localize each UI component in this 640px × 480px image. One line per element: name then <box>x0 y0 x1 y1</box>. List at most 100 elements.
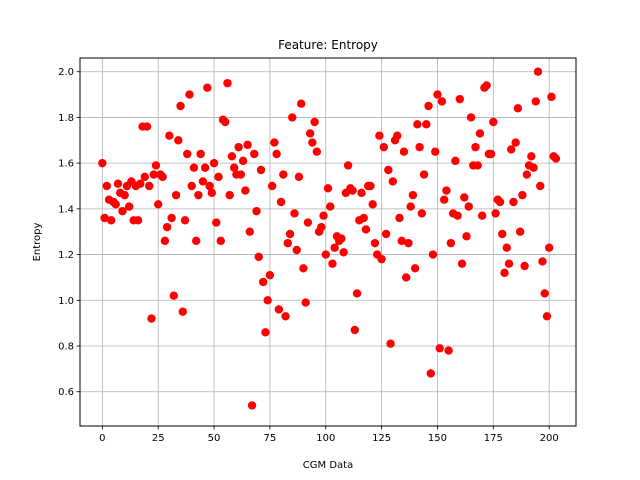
data-point <box>279 170 288 179</box>
x-tick-label: 75 <box>264 433 277 444</box>
data-point <box>520 261 529 271</box>
x-axis-label: CGM Data <box>303 460 353 471</box>
data-point <box>529 163 538 172</box>
data-point <box>292 245 301 255</box>
data-point <box>370 238 380 248</box>
data-point <box>107 216 116 225</box>
data-point <box>502 243 511 252</box>
data-point <box>265 270 275 280</box>
data-point <box>509 197 518 207</box>
data-point <box>388 177 397 186</box>
data-point <box>507 145 516 154</box>
data-point <box>227 152 237 161</box>
data-point <box>223 78 232 88</box>
y-axis-label: Entropy <box>32 222 43 261</box>
data-point <box>259 277 268 287</box>
y-axis-ticks: 0.6 0.8 1.0 1.2 1.4 1.6 1.8 2.0 <box>58 67 80 398</box>
data-point <box>410 264 420 273</box>
data-point <box>276 197 286 207</box>
data-point <box>426 369 435 378</box>
chart-title: Feature: Entropy <box>278 38 378 52</box>
data-point <box>167 213 176 223</box>
data-point <box>433 90 442 99</box>
data-point <box>256 165 266 175</box>
data-point <box>401 273 411 282</box>
x-tick-label: 175 <box>484 433 503 444</box>
data-point <box>165 131 174 140</box>
data-point <box>250 149 259 159</box>
data-point <box>536 181 545 191</box>
data-point <box>540 289 549 298</box>
data-point <box>377 254 386 264</box>
data-point <box>100 213 109 223</box>
data-point <box>317 222 326 232</box>
y-tick-label: 0.6 <box>58 387 74 398</box>
data-point <box>368 200 377 209</box>
data-point <box>451 156 460 166</box>
data-point <box>142 122 152 131</box>
x-tick-label: 150 <box>428 433 447 444</box>
data-point <box>393 131 402 140</box>
data-point <box>489 117 498 127</box>
data-point <box>547 92 556 102</box>
data-point <box>504 259 514 268</box>
data-point <box>379 142 389 152</box>
data-point <box>288 113 297 122</box>
data-point <box>261 328 270 337</box>
data-point <box>439 195 449 204</box>
data-point <box>428 250 438 259</box>
data-point <box>326 202 335 211</box>
data-point <box>120 190 129 200</box>
data-point <box>207 188 217 198</box>
data-point <box>446 238 456 248</box>
data-point <box>424 101 433 111</box>
data-point <box>263 296 272 305</box>
data-point <box>252 206 261 216</box>
data-point <box>294 172 304 182</box>
data-point <box>419 170 429 179</box>
data-point <box>544 243 554 252</box>
data-point <box>209 158 219 168</box>
data-point <box>361 225 371 234</box>
data-point <box>189 163 199 172</box>
data-point <box>267 181 277 191</box>
data-point <box>522 170 532 179</box>
data-point <box>301 298 310 307</box>
data-point <box>417 209 427 218</box>
data-point <box>399 147 409 156</box>
data-point <box>453 211 462 220</box>
data-point <box>312 147 322 156</box>
data-point <box>160 236 170 246</box>
y-tick-label: 0.8 <box>58 342 74 353</box>
data-point <box>486 149 496 159</box>
x-axis-ticks: 0 25 50 75 100 125 150 175 200 <box>99 426 559 444</box>
data-point <box>225 190 234 200</box>
data-point <box>518 190 527 200</box>
data-point <box>174 136 183 145</box>
data-point <box>305 129 315 138</box>
data-point <box>183 149 192 159</box>
data-point <box>303 218 313 227</box>
y-tick-label: 2.0 <box>58 67 74 78</box>
data-point <box>140 172 149 182</box>
data-point <box>270 138 279 147</box>
data-point <box>542 312 552 321</box>
data-point <box>241 186 250 195</box>
y-tick-label: 1.8 <box>58 113 74 124</box>
data-point <box>366 181 375 191</box>
data-point <box>145 181 154 191</box>
data-point <box>397 236 406 246</box>
data-point <box>473 161 482 170</box>
data-points <box>98 67 561 410</box>
data-point <box>205 181 214 191</box>
data-point <box>422 120 431 129</box>
data-point <box>527 152 536 161</box>
data-point <box>200 163 210 172</box>
data-point <box>466 113 476 122</box>
data-point <box>111 200 120 209</box>
data-point <box>386 339 395 348</box>
data-point <box>464 202 473 211</box>
data-point <box>243 140 252 150</box>
data-point <box>413 120 422 129</box>
y-tick-label: 1.2 <box>58 250 74 261</box>
